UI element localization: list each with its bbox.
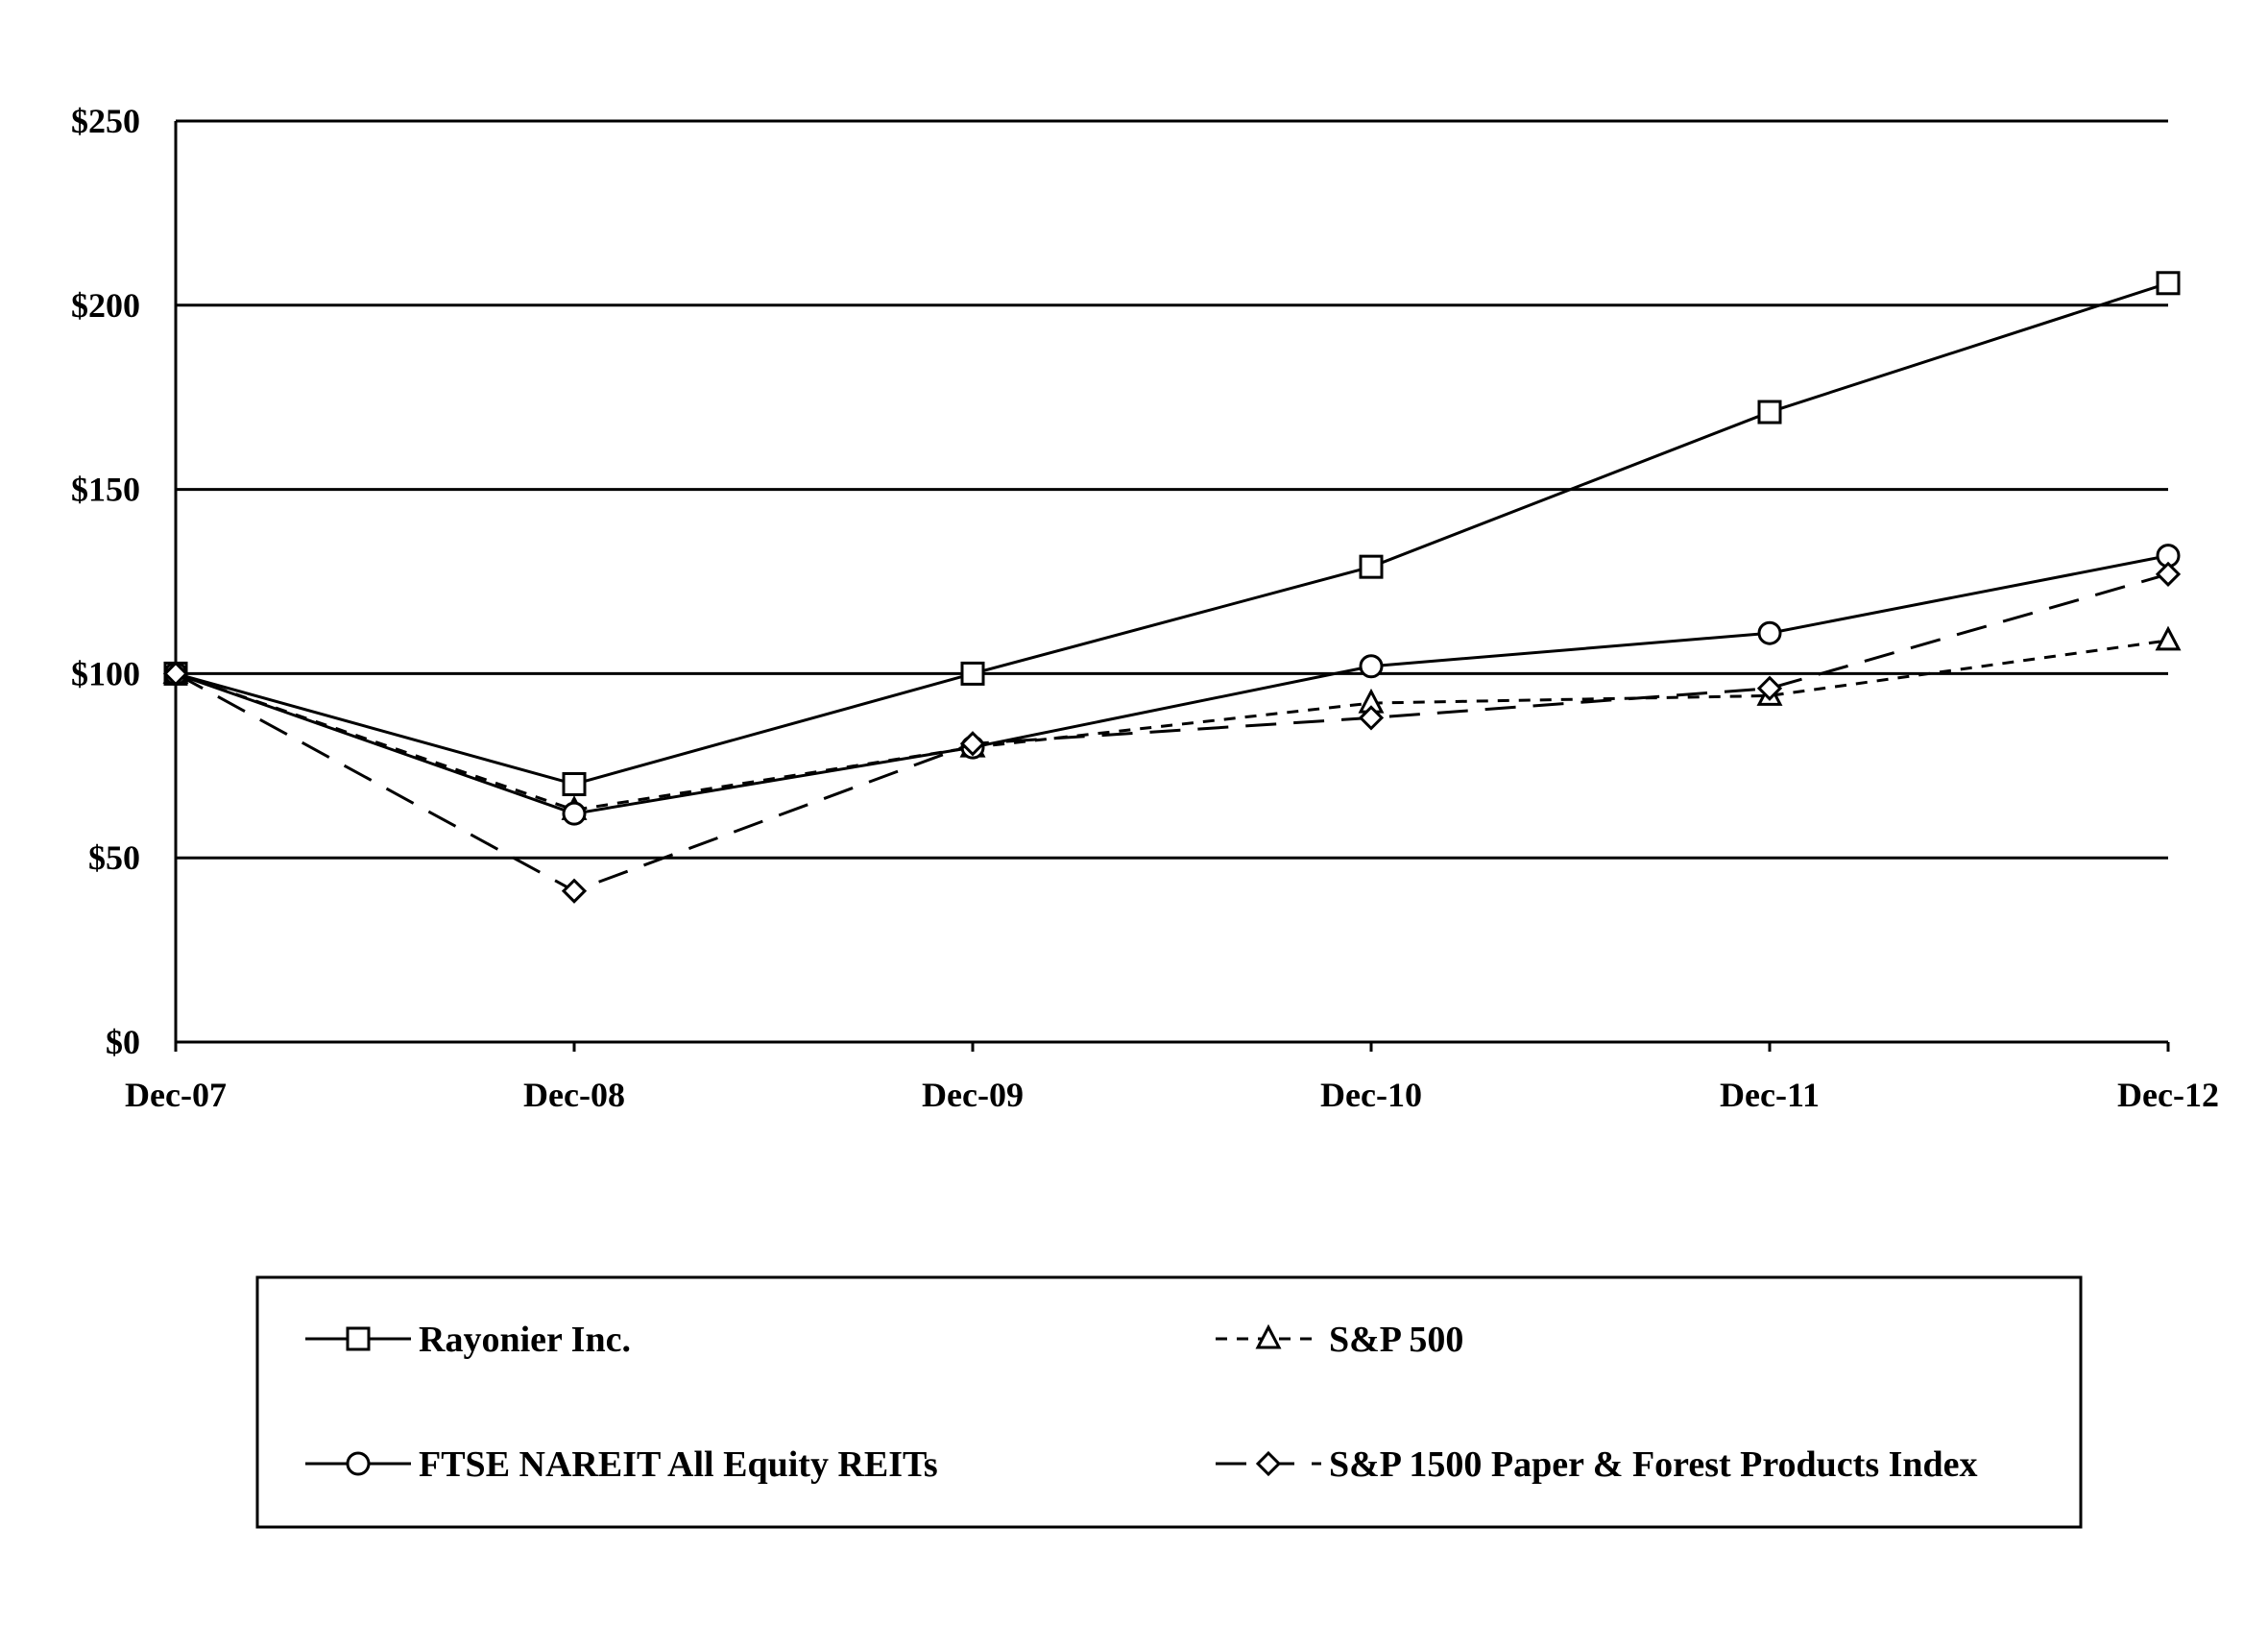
legend-box: [255, 1275, 2083, 1529]
series-line: [175, 554, 2169, 815]
y-tick-label: $150: [71, 471, 140, 509]
data-point: [1756, 675, 1783, 701]
axes: $0 $50 $100 $150 $200 $250 Dec-07 Dec-08 Dec-09 D…: [71, 102, 2219, 1114]
legend-marker: [1255, 1323, 1282, 1349]
series-square: [163, 271, 2181, 796]
series-line: [175, 639, 2169, 812]
data-point: [2155, 561, 2182, 587]
x-tick-label: Dec-11: [1720, 1076, 1820, 1114]
x-tick-label: Dec-08: [523, 1076, 625, 1114]
data-point: [1359, 654, 1384, 679]
data-point: [1359, 554, 1384, 579]
data-point: [2155, 625, 2182, 651]
data-point: [2156, 271, 2181, 296]
x-tick-label: Dec-12: [2117, 1076, 2219, 1114]
series-line: [175, 572, 2169, 893]
data-point: [162, 661, 189, 687]
legend-marker: [346, 1326, 371, 1351]
legend-label: S&P 500: [1329, 1320, 1463, 1360]
gridlines: [176, 119, 2168, 860]
legend-label: S&P 1500 Paper & Forest Products Index: [1329, 1444, 1978, 1485]
legend-marker: [1255, 1450, 1282, 1477]
series-line: [175, 281, 2169, 787]
x-tick-label: Dec-10: [1320, 1076, 1422, 1114]
legend-item: S&P 1500 Paper & Forest Products Index: [1216, 1444, 1978, 1485]
x-tick-label: Dec-09: [922, 1076, 1024, 1114]
series-diamond: [162, 561, 2182, 904]
data-point: [1757, 400, 1782, 424]
data-point: [960, 661, 985, 686]
data-point: [562, 801, 587, 826]
legend-item: Rayonier Inc.: [305, 1320, 631, 1360]
y-tick-label: $0: [106, 1023, 140, 1061]
y-tick-label: $250: [71, 102, 140, 140]
y-tick-label: $50: [88, 838, 140, 877]
legend: Rayonier Inc. S&P 500 FTSE NAREIT All Equi…: [255, 1275, 2083, 1529]
data-point: [959, 731, 986, 757]
legend-marker: [346, 1451, 371, 1476]
x-tick-label: Dec-07: [125, 1076, 227, 1114]
data-point: [1757, 620, 1782, 645]
data-point: [562, 771, 587, 796]
legend-item: FTSE NAREIT All Equity REITs: [305, 1444, 938, 1485]
y-tick-label: $200: [71, 286, 140, 325]
legend-item: S&P 500: [1216, 1320, 1463, 1360]
data-point: [1358, 705, 1385, 731]
legend-label: Rayonier Inc.: [419, 1320, 631, 1360]
series-circle: [163, 544, 2181, 826]
data-point: [561, 878, 588, 904]
series: [162, 271, 2182, 904]
y-tick-label: $100: [71, 654, 140, 692]
legend-label: FTSE NAREIT All Equity REITs: [419, 1444, 938, 1485]
